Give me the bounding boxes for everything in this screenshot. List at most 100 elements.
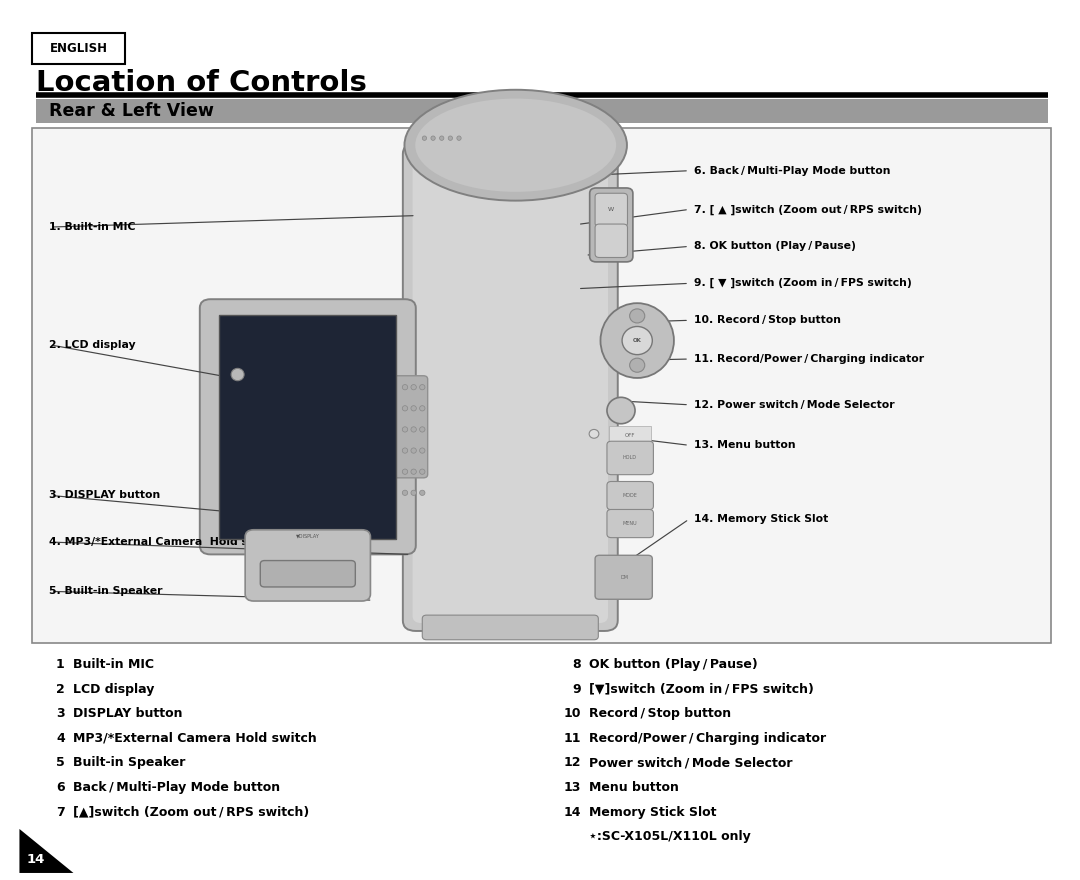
Text: 7. [ ▲ ]switch (Zoom out / RPS switch): 7. [ ▲ ]switch (Zoom out / RPS switch) [694, 204, 922, 215]
Ellipse shape [420, 406, 426, 411]
Ellipse shape [431, 136, 435, 141]
Text: Record/Power / Charging indicator: Record/Power / Charging indicator [589, 732, 826, 744]
Text: 10: 10 [564, 708, 581, 720]
FancyBboxPatch shape [427, 119, 594, 163]
Ellipse shape [402, 448, 408, 453]
Text: 13. Menu button: 13. Menu button [694, 440, 796, 451]
Text: 4. MP3/*External Camera  Hold switch: 4. MP3/*External Camera Hold switch [49, 537, 281, 547]
FancyBboxPatch shape [607, 510, 653, 538]
Text: HOLD: HOLD [623, 456, 636, 460]
FancyBboxPatch shape [245, 530, 370, 601]
Text: 2. LCD display: 2. LCD display [49, 340, 135, 350]
Ellipse shape [420, 490, 426, 495]
Text: 3. DISPLAY button: 3. DISPLAY button [49, 490, 160, 501]
Text: [▲]switch (Zoom out / RPS switch): [▲]switch (Zoom out / RPS switch) [73, 806, 310, 818]
FancyBboxPatch shape [595, 224, 627, 258]
Ellipse shape [630, 309, 645, 323]
Text: DM: DM [620, 575, 629, 580]
Text: 13: 13 [564, 781, 581, 794]
FancyBboxPatch shape [422, 615, 598, 640]
Text: ⋆:SC-X105L/X110L only: ⋆:SC-X105L/X110L only [589, 831, 751, 843]
FancyBboxPatch shape [595, 194, 627, 227]
Text: Built-in Speaker: Built-in Speaker [73, 757, 186, 769]
Text: 4: 4 [56, 732, 65, 744]
Text: 14. Memory Stick Slot: 14. Memory Stick Slot [694, 514, 828, 524]
Text: 11. Record/Power / Charging indicator: 11. Record/Power / Charging indicator [694, 354, 924, 364]
FancyBboxPatch shape [413, 151, 608, 623]
Ellipse shape [405, 90, 627, 201]
FancyBboxPatch shape [32, 33, 125, 64]
Text: OK: OK [633, 338, 642, 343]
Text: Back / Multi-Play Mode button: Back / Multi-Play Mode button [73, 781, 281, 794]
Ellipse shape [607, 397, 635, 424]
Ellipse shape [420, 448, 426, 453]
FancyBboxPatch shape [36, 99, 1048, 123]
Text: MP3/*External Camera Hold switch: MP3/*External Camera Hold switch [73, 732, 318, 744]
Text: 11: 11 [564, 732, 581, 744]
Text: 6: 6 [56, 781, 65, 794]
Text: 6. Back / Multi-Play Mode button: 6. Back / Multi-Play Mode button [694, 165, 891, 176]
Text: 8. OK button (Play / Pause): 8. OK button (Play / Pause) [694, 241, 856, 252]
Ellipse shape [410, 427, 417, 432]
Text: 9. [ ▼ ]switch (Zoom in / FPS switch): 9. [ ▼ ]switch (Zoom in / FPS switch) [694, 278, 913, 289]
FancyBboxPatch shape [607, 441, 653, 474]
FancyBboxPatch shape [392, 376, 428, 478]
Text: 5: 5 [56, 757, 65, 769]
Ellipse shape [416, 99, 617, 192]
Ellipse shape [622, 326, 652, 355]
FancyBboxPatch shape [200, 299, 416, 554]
Ellipse shape [590, 429, 599, 438]
Ellipse shape [420, 469, 426, 474]
Ellipse shape [410, 490, 417, 495]
Text: 3: 3 [56, 708, 65, 720]
Text: Memory Stick Slot: Memory Stick Slot [589, 806, 716, 818]
Ellipse shape [420, 385, 426, 390]
Text: 8: 8 [572, 658, 581, 671]
Ellipse shape [231, 369, 244, 381]
Text: MODE: MODE [622, 493, 637, 498]
Polygon shape [19, 829, 73, 873]
Text: Location of Controls: Location of Controls [36, 69, 366, 97]
Ellipse shape [410, 448, 417, 453]
Ellipse shape [402, 427, 408, 432]
Ellipse shape [402, 490, 408, 495]
Text: 9: 9 [572, 683, 581, 695]
Text: LCD display: LCD display [73, 683, 154, 695]
Text: Menu button: Menu button [589, 781, 678, 794]
Ellipse shape [600, 303, 674, 378]
FancyBboxPatch shape [609, 426, 651, 445]
Ellipse shape [402, 385, 408, 390]
Ellipse shape [457, 136, 461, 141]
Ellipse shape [402, 469, 408, 474]
Text: 7: 7 [56, 806, 65, 818]
Ellipse shape [448, 136, 453, 141]
Text: Built-in MIC: Built-in MIC [73, 658, 154, 671]
Text: ▼DISPLAY: ▼DISPLAY [296, 533, 320, 539]
FancyBboxPatch shape [607, 481, 653, 510]
Ellipse shape [440, 136, 444, 141]
Text: Record / Stop button: Record / Stop button [589, 708, 731, 720]
Text: 14: 14 [564, 806, 581, 818]
Ellipse shape [410, 406, 417, 411]
Text: 12. Power switch / Mode Selector: 12. Power switch / Mode Selector [694, 400, 895, 410]
Text: MENU: MENU [622, 521, 637, 526]
Ellipse shape [630, 358, 645, 372]
Text: 12: 12 [564, 757, 581, 769]
Text: Rear & Left View: Rear & Left View [49, 102, 214, 120]
FancyBboxPatch shape [595, 555, 652, 599]
Text: OFF: OFF [624, 433, 635, 437]
FancyBboxPatch shape [590, 188, 633, 262]
Text: OK button (Play / Pause): OK button (Play / Pause) [589, 658, 757, 671]
Text: 1. Built-in MIC: 1. Built-in MIC [49, 222, 135, 232]
FancyBboxPatch shape [219, 315, 396, 539]
Text: 14: 14 [26, 854, 45, 866]
FancyBboxPatch shape [260, 561, 355, 587]
Ellipse shape [420, 427, 426, 432]
Text: ENGLISH: ENGLISH [50, 42, 108, 55]
Text: 1: 1 [56, 658, 65, 671]
Text: [▼]switch (Zoom in / FPS switch): [▼]switch (Zoom in / FPS switch) [589, 683, 813, 695]
Ellipse shape [422, 136, 427, 141]
Ellipse shape [402, 406, 408, 411]
Ellipse shape [410, 385, 417, 390]
Text: DISPLAY button: DISPLAY button [73, 708, 183, 720]
